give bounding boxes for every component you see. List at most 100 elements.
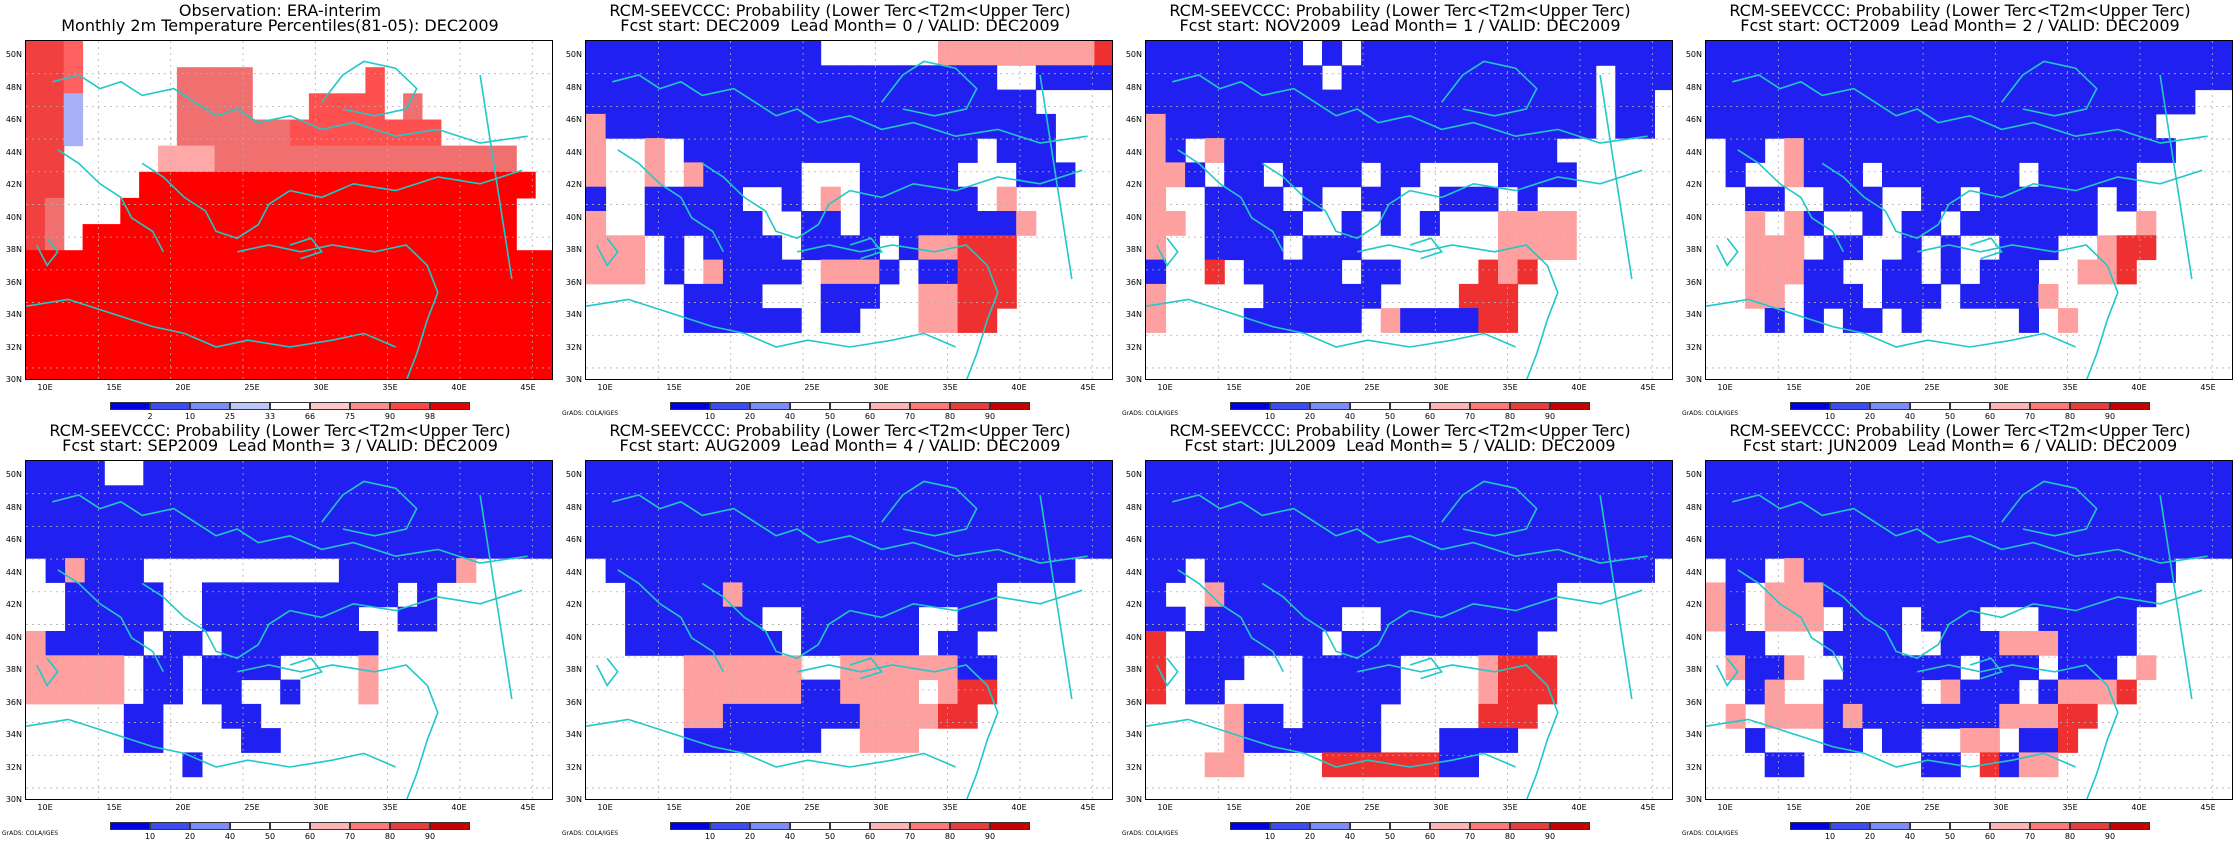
colorbar-segment [350, 402, 390, 410]
grid-cell [280, 461, 301, 486]
grid-cell [742, 235, 763, 261]
grid-cell [2018, 582, 2039, 608]
grid-cell [1224, 186, 1245, 212]
grid-cell [1243, 89, 1264, 115]
grid-cell [1615, 533, 1636, 559]
grid-cell [1921, 461, 1942, 486]
grid-cell [762, 485, 783, 511]
grid-cell [162, 461, 183, 486]
grid-cell [1282, 41, 1303, 66]
grid-cell [1035, 113, 1056, 139]
grid-cell [1302, 558, 1323, 583]
grid-cell [365, 250, 385, 277]
grid-cell [1960, 211, 1981, 236]
grid-cell [139, 250, 159, 277]
colorbar-segment [1910, 402, 1950, 410]
grid-cell [840, 65, 861, 91]
lat-tick-label: 34N [1685, 730, 1702, 739]
grid-cell [1576, 41, 1597, 66]
grid-cell [1458, 582, 1479, 608]
grid-cell [1634, 485, 1655, 511]
grid-cell [417, 582, 438, 608]
grid-cell [1537, 533, 1558, 559]
grid-cell [162, 679, 183, 705]
grid-cell [625, 65, 646, 91]
grid-cell [1165, 485, 1186, 511]
lat-tick-label: 34N [1125, 730, 1142, 739]
grid-cell [605, 65, 626, 91]
colorbar-label: 60 [1984, 832, 1996, 841]
grid-cell [514, 533, 535, 559]
lat-tick-label: 32N [565, 762, 582, 772]
grid-cell [2018, 186, 2039, 212]
grads-credit: GrADS: COLA/IGES [1682, 830, 1739, 837]
grid-cell [65, 606, 86, 632]
lon-tick-label: 20E [1855, 383, 1871, 392]
grid-cell [1979, 461, 2000, 486]
grid-cell [1185, 461, 1206, 486]
colorbar-segment [710, 402, 750, 410]
grid-cell [703, 533, 724, 559]
grid-cell [104, 533, 125, 559]
grid-cell [1745, 65, 1766, 91]
grid-cell [977, 89, 998, 115]
grid-cell [1419, 461, 1440, 486]
coastline [595, 657, 619, 687]
grid-cell [1302, 582, 1323, 608]
grid-cell [1764, 655, 1785, 681]
grid-cell [1921, 162, 1942, 188]
grid-cell [1263, 558, 1284, 583]
grid-cell [1361, 728, 1382, 753]
grid-cell [1842, 582, 1863, 608]
grid-cell [1960, 113, 1981, 139]
grid-cell [1537, 41, 1558, 66]
grid-cell [308, 224, 329, 251]
grid-cell [1960, 558, 1981, 583]
grid-cell [625, 485, 646, 511]
grid-cell [1498, 308, 1519, 333]
grid-cell [722, 728, 743, 753]
lon-tick-label: 20E [735, 383, 751, 392]
grid-cell [1074, 509, 1095, 535]
grid-cell [1016, 113, 1037, 139]
grid-cell [358, 533, 379, 559]
grid-cell [1263, 509, 1284, 535]
grid-cell [1341, 485, 1362, 511]
grid-cell [1960, 679, 1981, 705]
grid-cell [1999, 65, 2020, 91]
grid-cell [1419, 308, 1440, 333]
grid-cell [1361, 138, 1382, 163]
grid-cell [918, 509, 939, 535]
grid-cell [1165, 89, 1186, 115]
grid-cell [859, 162, 880, 188]
grid-cell [1302, 509, 1323, 535]
grid-cell [459, 224, 480, 251]
grid-cell [1901, 65, 1922, 91]
grid-cell [459, 197, 480, 225]
grid-cell [1322, 558, 1343, 583]
grid-cell [44, 354, 65, 379]
grid-cell [683, 89, 704, 115]
coastline [1732, 494, 1876, 523]
grid-cell [938, 211, 959, 236]
grid-cell [365, 328, 385, 356]
grid-cell [1478, 728, 1499, 753]
lat-tick-label: 50N [1685, 50, 1702, 59]
grid-cell [1803, 533, 1824, 559]
grid-cell [801, 509, 822, 535]
lat-tick-label: 46N [565, 115, 582, 124]
grid-cell [2136, 235, 2157, 261]
grid-cell [1784, 138, 1805, 163]
grid-cell [299, 509, 320, 535]
grid-cell [859, 631, 880, 656]
grid-cell [840, 461, 861, 486]
grid-cell [1634, 461, 1655, 486]
grid-cell [143, 485, 164, 511]
grid-cell [221, 509, 242, 535]
grid-cell [26, 509, 47, 535]
grid-cell [1517, 211, 1538, 236]
grid-cell [1745, 113, 1766, 139]
grid-cell [195, 119, 216, 147]
coastline [701, 162, 851, 240]
grid-cell [586, 259, 607, 285]
